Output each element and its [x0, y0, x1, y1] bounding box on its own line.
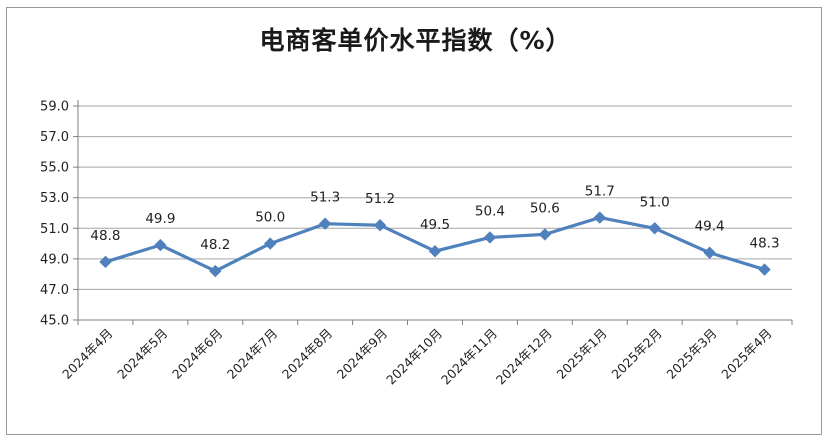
data-label: 51.7	[585, 184, 615, 200]
data-point	[428, 245, 442, 258]
x-tick-label: 2024年4月	[59, 326, 115, 382]
data-label: 49.9	[145, 211, 175, 227]
data-labels: 48.8 49.9 48.2 50.0 51.3 51.2 49.5 50.4 50.6 51.7…	[90, 184, 779, 254]
data-label: 48.8	[90, 228, 120, 244]
x-tick-label: 2024年12月	[493, 326, 555, 388]
y-tick-label: 47.0	[40, 283, 69, 298]
data-label: 49.5	[420, 217, 450, 233]
data-point	[483, 231, 497, 244]
x-tick-label: 2024年9月	[334, 326, 390, 382]
data-markers	[99, 211, 771, 278]
data-point	[209, 264, 222, 278]
x-tick-label: 2024年10月	[383, 326, 445, 388]
y-tick-label: 51.0	[40, 222, 69, 237]
x-tick-label: 2025年4月	[718, 326, 774, 382]
data-label: 51.2	[365, 191, 395, 207]
chart-frame	[6, 7, 822, 435]
x-tick-label: 2024年6月	[169, 326, 225, 382]
x-tick-label: 2024年8月	[279, 326, 335, 382]
x-tick-label: 2024年5月	[114, 326, 170, 382]
chart-title: 电商客单价水平指数（%）	[259, 26, 572, 55]
data-point	[758, 263, 771, 276]
data-point	[373, 219, 387, 232]
data-point	[318, 217, 332, 230]
y-tick-label: 53.0	[40, 191, 69, 206]
y-tick-label: 59.0	[40, 100, 69, 115]
data-point	[538, 228, 552, 241]
data-label: 50.0	[255, 210, 285, 226]
data-point	[264, 237, 277, 250]
data-label: 51.0	[640, 194, 670, 210]
data-point	[593, 211, 606, 224]
data-point	[154, 238, 167, 252]
x-tick-label: 2025年1月	[553, 326, 609, 382]
y-tick-label: 55.0	[40, 161, 69, 176]
gridlines	[78, 105, 792, 290]
data-label: 51.3	[310, 190, 340, 206]
axes	[73, 100, 793, 325]
data-point	[648, 222, 661, 235]
x-tick-label: 2025年3月	[663, 326, 719, 382]
data-label: 49.4	[695, 219, 725, 235]
x-axis-tick-labels: 2024年4月2024年5月2024年6月2024年7月2024年8月2024年…	[59, 326, 774, 388]
y-axis-tick-labels: 45.0 47.0 49.0 51.0 53.0 55.0 57.0 59.0	[40, 100, 69, 329]
data-point	[703, 246, 716, 259]
data-label: 48.3	[750, 236, 780, 252]
y-tick-label: 45.0	[40, 314, 69, 329]
data-point	[99, 255, 112, 269]
data-label: 48.2	[200, 237, 230, 253]
x-tick-label: 2024年11月	[438, 326, 500, 388]
data-label: 50.6	[530, 200, 560, 216]
y-tick-label: 49.0	[40, 252, 69, 267]
data-label: 50.4	[475, 203, 505, 219]
x-tick-label: 2025年2月	[608, 326, 664, 382]
x-tick-label: 2024年7月	[224, 326, 280, 382]
y-tick-label: 57.0	[40, 130, 69, 145]
